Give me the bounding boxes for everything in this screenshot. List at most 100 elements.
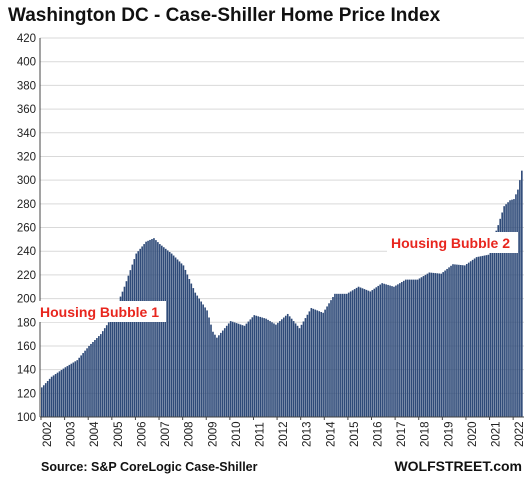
bar: [235, 323, 238, 417]
bar: [271, 322, 273, 417]
bar: [336, 293, 338, 417]
bar: [436, 273, 439, 417]
bar: [345, 293, 348, 417]
y-tick-label: 400: [17, 57, 36, 69]
bar: [117, 301, 120, 417]
x-tick-label: 2013: [302, 421, 314, 447]
bar: [310, 308, 313, 417]
bar: [50, 376, 53, 417]
bar: [208, 317, 210, 417]
bar: [155, 240, 157, 417]
bar: [212, 331, 214, 417]
bar: [495, 230, 498, 417]
y-tick-label: 160: [17, 341, 36, 353]
bar: [300, 324, 303, 417]
bar: [306, 314, 309, 417]
bar: [324, 309, 326, 417]
bar: [342, 293, 344, 417]
bar: [277, 322, 279, 417]
bar: [245, 323, 248, 417]
bar: [229, 321, 232, 417]
bar: [491, 241, 494, 417]
bar: [505, 204, 507, 417]
bar: [371, 290, 374, 417]
bar: [261, 317, 263, 417]
annotation-bubble-1-box: [36, 301, 166, 322]
bar: [282, 317, 285, 417]
bar: [42, 385, 45, 417]
bar: [473, 258, 476, 417]
bar: [475, 257, 478, 417]
bar: [332, 296, 334, 417]
bar: [52, 375, 55, 417]
bar: [196, 295, 199, 417]
bar: [180, 263, 183, 417]
bar: [393, 286, 395, 417]
bar: [385, 284, 387, 417]
bar: [92, 341, 94, 417]
bar: [237, 323, 240, 417]
bar: [408, 279, 411, 417]
bar: [343, 293, 346, 417]
bar: [440, 273, 442, 417]
bar: [107, 322, 110, 417]
bar: [414, 279, 417, 417]
bar: [503, 206, 505, 417]
bar: [467, 262, 470, 417]
bar: [328, 303, 330, 417]
bar: [357, 286, 360, 417]
bar: [296, 325, 299, 417]
bar: [218, 335, 220, 417]
bar: [46, 381, 49, 417]
bar: [227, 323, 230, 417]
bar: [269, 321, 271, 417]
bar: [515, 194, 517, 417]
x-tick-label: 2008: [184, 421, 196, 447]
bar: [359, 287, 362, 417]
bar: [170, 253, 173, 417]
bar: [115, 306, 118, 417]
bar: [391, 286, 393, 417]
bar: [58, 371, 61, 417]
y-tick-label: 120: [17, 388, 36, 400]
bar: [88, 345, 90, 417]
bar: [149, 239, 151, 417]
bar: [139, 248, 141, 417]
y-tick-label: 240: [17, 246, 36, 258]
y-tick-label: 340: [17, 128, 36, 140]
bar: [320, 311, 322, 417]
bar: [477, 256, 480, 417]
x-tick-label: 2009: [207, 421, 219, 447]
bar: [367, 290, 370, 417]
chart-title: Washington DC - Case-Shiller Home Price …: [8, 5, 441, 26]
bar: [347, 292, 350, 417]
bar: [402, 280, 405, 417]
bar: [379, 284, 381, 417]
bar: [101, 331, 104, 417]
y-tick-label: 320: [17, 151, 36, 163]
bar: [222, 330, 224, 417]
x-tick-label: 2006: [136, 421, 148, 447]
bar: [54, 374, 57, 417]
bar: [361, 288, 364, 417]
bar: [176, 259, 179, 417]
bar: [286, 313, 289, 417]
bar: [462, 265, 464, 417]
y-tick-label: 300: [17, 175, 36, 187]
bar: [100, 334, 102, 417]
bar: [395, 285, 397, 417]
source-note: Source: S&P CoreLogic Case-Shiller: [41, 460, 258, 474]
bar: [363, 289, 366, 417]
bar: [78, 357, 80, 417]
bar: [281, 319, 283, 417]
bar: [94, 340, 96, 417]
bar: [432, 272, 435, 417]
y-tick-label: 380: [17, 80, 36, 92]
bar: [206, 310, 208, 417]
bar: [434, 273, 437, 417]
bar: [231, 321, 234, 417]
bar: [481, 255, 484, 417]
bar: [469, 261, 472, 417]
y-tick-label: 140: [17, 365, 36, 377]
bar: [216, 337, 218, 417]
